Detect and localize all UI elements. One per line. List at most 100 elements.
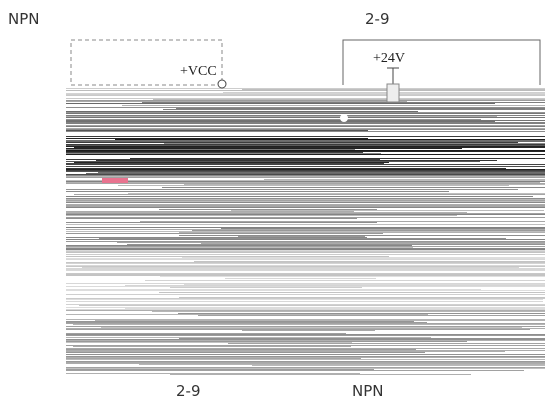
stripe: [66, 212, 467, 213]
stripe: [66, 273, 545, 274]
stripe: [66, 298, 545, 299]
stripe: [66, 266, 545, 267]
stripe: [118, 185, 509, 186]
stripe: [179, 232, 545, 233]
stripe: [66, 224, 545, 225]
stripe: [66, 123, 545, 124]
stripe: [139, 364, 545, 365]
stripe: [66, 115, 545, 116]
stripe: [66, 283, 545, 284]
stripe: [96, 160, 497, 161]
stripe: [66, 356, 545, 357]
stripe: [66, 274, 545, 275]
stripe: [66, 95, 545, 96]
stripe: [66, 329, 530, 330]
stripe: [66, 270, 545, 271]
stripe: [66, 310, 545, 311]
stripe: [66, 204, 545, 205]
stripe: [66, 112, 545, 113]
stripe: [242, 330, 375, 331]
stripe: [66, 144, 545, 145]
stripe: [66, 342, 352, 343]
stripe: [66, 358, 361, 359]
stripe: [228, 343, 545, 344]
stripe: [66, 213, 545, 214]
stripe: [66, 211, 354, 212]
stripe: [66, 369, 374, 370]
top-center-label: 2-9: [365, 10, 390, 28]
stripe: [82, 267, 519, 268]
stripe: [66, 140, 545, 141]
stripe: [66, 247, 413, 248]
stripe: [66, 120, 545, 121]
stripe: [184, 184, 545, 185]
stripe: [66, 294, 545, 295]
stripe: [238, 236, 365, 237]
stripe: [176, 108, 545, 109]
stripe: [142, 102, 545, 103]
pink-mark: [102, 178, 128, 183]
stripe: [127, 244, 545, 245]
stripe: [159, 209, 377, 210]
stripe: [145, 280, 545, 281]
vcc-label: +VCC: [180, 64, 217, 79]
stripe: [66, 250, 545, 251]
stripe: [66, 119, 481, 120]
stripe: [66, 131, 545, 132]
stripe: [66, 301, 543, 302]
stripe: [66, 117, 545, 118]
stripe: [66, 231, 545, 232]
stripe: [66, 170, 545, 171]
stripe: [221, 228, 545, 229]
stripe: [178, 313, 545, 314]
stripe: [66, 138, 368, 139]
stripe: [66, 164, 545, 165]
node-dot: [340, 114, 348, 122]
stripe: [66, 177, 545, 178]
stripe: [66, 205, 545, 206]
resistor: [386, 83, 400, 103]
stripe: [66, 256, 389, 257]
stripe: [66, 289, 481, 290]
stripe: [66, 323, 545, 324]
stripe: [66, 309, 545, 310]
stripe: [66, 199, 545, 200]
stripe: [128, 193, 545, 194]
stripe: [66, 141, 545, 142]
stripe: [115, 139, 545, 140]
stripe: [66, 191, 449, 192]
stripe: [66, 113, 545, 114]
stripe: [160, 276, 545, 277]
stripe: [66, 361, 545, 362]
stripe: [66, 245, 412, 246]
stripe: [74, 147, 545, 148]
stripe: [66, 107, 545, 108]
stripe: [66, 98, 545, 99]
stripe: [66, 125, 545, 126]
stripe: [130, 158, 545, 159]
stripe: [66, 352, 425, 353]
stripe: [231, 210, 544, 211]
stripe: [66, 149, 355, 150]
stripe: [122, 105, 545, 106]
stripe: [66, 286, 545, 287]
stripe: [66, 265, 545, 266]
noise-stripes: [66, 88, 545, 375]
top-left-label: NPN: [8, 10, 40, 28]
stripe: [66, 269, 545, 270]
stripe: [66, 198, 545, 199]
stripe: [66, 252, 545, 253]
stripe: [66, 333, 346, 334]
stripe: [264, 179, 545, 180]
stripe: [66, 251, 545, 252]
stripe: [66, 182, 540, 183]
stripe: [66, 229, 545, 230]
stripe: [66, 128, 545, 129]
stripe: [66, 275, 545, 276]
stripe: [66, 373, 360, 374]
stripe: [66, 304, 545, 305]
stripe: [66, 368, 545, 369]
stripe: [66, 121, 495, 122]
stripe: [66, 248, 545, 249]
